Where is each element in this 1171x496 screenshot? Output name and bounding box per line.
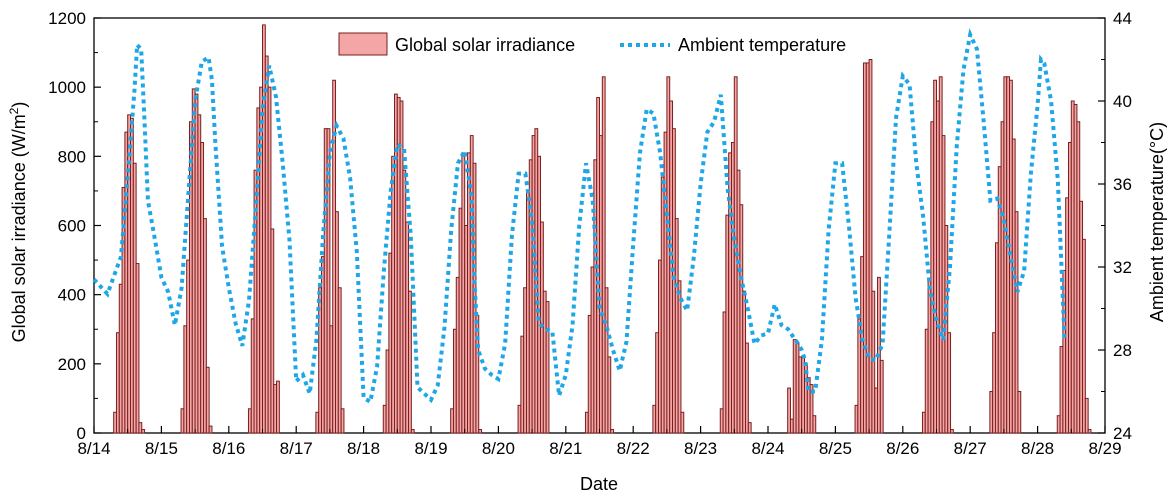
- left-y-axis-title: Global solar irradiance (W/m2): [7, 102, 29, 343]
- right-tick-label: 32: [1113, 258, 1132, 277]
- irradiance-bar: [475, 314, 480, 434]
- irradiance-bar: [478, 429, 483, 434]
- irradiance-bar: [747, 422, 752, 434]
- left-tick-label: 400: [58, 286, 86, 305]
- irradiance-bar: [270, 228, 275, 434]
- irradiance-bar: [871, 290, 876, 434]
- temperature-series-line: [92, 28, 1067, 406]
- x-tick-label: 8/21: [549, 439, 582, 458]
- irradiance-bar: [326, 128, 331, 434]
- x-tick-label: 8/15: [145, 439, 178, 458]
- x-axis-title: Date: [580, 474, 618, 494]
- x-tick-label: 8/20: [482, 439, 515, 458]
- irradiance-bar: [680, 411, 685, 434]
- x-tick-label: 8/17: [280, 439, 313, 458]
- irradiance-bar: [868, 59, 873, 434]
- irradiance-bar: [141, 429, 146, 434]
- legend-bar-swatch: [338, 32, 388, 56]
- irradiance-bar: [812, 415, 817, 434]
- irradiance-bar: [276, 380, 280, 434]
- x-tick-label: 8/18: [347, 439, 380, 458]
- irradiance-bar: [1084, 397, 1089, 434]
- right-tick-label: 28: [1113, 341, 1132, 360]
- left-tick-label: 600: [58, 217, 86, 236]
- right-tick-label: 44: [1113, 9, 1132, 28]
- x-tick-label: 8/29: [1088, 439, 1121, 458]
- right-y-axis: 24 28 32 36 40 44: [1098, 9, 1132, 443]
- x-tick-label: 8/22: [617, 439, 650, 458]
- irradiance-bar: [947, 332, 952, 434]
- x-tick-label: 8/19: [414, 439, 447, 458]
- irradiance-bar: [337, 287, 342, 434]
- left-tick-label: 1000: [48, 78, 86, 97]
- x-tick-label: 8/23: [684, 439, 717, 458]
- irradiance-bar: [205, 366, 210, 434]
- legend-bar-label: Global solar irradiance: [395, 35, 575, 55]
- irradiance-bar: [1087, 429, 1092, 434]
- irradiance-bar: [809, 384, 814, 434]
- x-axis: 8/14 8/15 8/16 8/17 8/18 8/19 8/20 8/21 8/22 8/23…: [77, 426, 1122, 458]
- irradiance-bar: [208, 425, 213, 434]
- irradiance-bar: [1082, 238, 1086, 434]
- left-tick-label: 800: [58, 147, 86, 166]
- irradiance-bar: [610, 429, 615, 434]
- irradiance-bar: [410, 429, 415, 434]
- x-tick-label: 8/27: [954, 439, 987, 458]
- irradiance-bar: [787, 387, 791, 434]
- x-tick-label: 8/26: [886, 439, 919, 458]
- irradiance-bar: [138, 422, 143, 434]
- irradiance-bar: [408, 290, 412, 434]
- x-tick-label: 8/14: [77, 439, 110, 458]
- right-tick-label: 40: [1113, 92, 1132, 111]
- irradiance-bar: [607, 356, 612, 434]
- irradiance-bar: [745, 342, 749, 434]
- left-tick-label: 1200: [48, 9, 86, 28]
- x-tick-label: 8/25: [819, 439, 852, 458]
- x-tick-label: 8/24: [751, 439, 784, 458]
- irradiance-bar: [135, 263, 140, 434]
- irradiance-bar: [1014, 211, 1019, 434]
- irradiance-bar: [1017, 391, 1022, 434]
- legend: Global solar irradiance Ambient temperat…: [338, 32, 846, 56]
- right-y-axis-title: Ambient temperature(°C): [1147, 122, 1167, 322]
- x-tick-label: 8/16: [212, 439, 245, 458]
- right-tick-label: 36: [1113, 175, 1132, 194]
- irradiance-bar: [601, 76, 606, 434]
- right-tick-label: 24: [1113, 424, 1132, 443]
- irradiance-bar: [879, 359, 884, 434]
- left-tick-label: 0: [77, 424, 86, 443]
- legend-line-label: Ambient temperature: [678, 35, 846, 55]
- left-y-axis: 0 200 400 600 800 1000 1200: [48, 9, 101, 443]
- irradiance-bar: [950, 429, 954, 434]
- irradiance-bar: [203, 218, 207, 434]
- irradiance-bar: [340, 408, 345, 434]
- x-tick-label: 8/28: [1021, 439, 1054, 458]
- irradiance-bar: [677, 280, 682, 434]
- irradiance-bar: [545, 301, 550, 434]
- left-tick-label: 200: [58, 355, 86, 374]
